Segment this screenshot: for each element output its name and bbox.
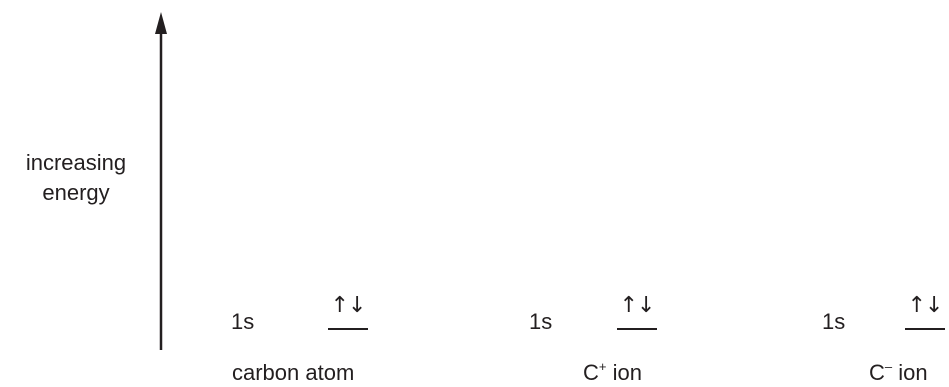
species-label-cplus: C+ ion bbox=[583, 360, 642, 386]
electron-pair-cminus: ↑↓ bbox=[907, 293, 944, 318]
orbital-1s-label-carbon: 1s bbox=[231, 309, 255, 334]
orbital-1s-label-cplus: 1s bbox=[529, 309, 553, 334]
orbital-1s-cminus: ↑↓ bbox=[905, 294, 945, 332]
species-label-carbon: carbon atom bbox=[232, 360, 354, 386]
axis-label-line1: increasing bbox=[25, 150, 127, 175]
axis-label-line2: energy bbox=[42, 180, 110, 205]
species-label-cminus: C– ion bbox=[869, 360, 928, 386]
energy-level-line-cminus bbox=[905, 328, 945, 330]
species-cminus-base: C bbox=[869, 360, 885, 385]
species-cplus-suffix: ion bbox=[606, 360, 642, 385]
species-cplus-base: C bbox=[583, 360, 599, 385]
energy-axis-label: increasing energy bbox=[0, 148, 152, 208]
species-carbon-text: carbon atom bbox=[232, 360, 355, 385]
energy-level-line-cplus bbox=[617, 328, 657, 330]
species-cplus-charge: + bbox=[598, 359, 607, 374]
species-cminus-charge: – bbox=[884, 359, 893, 374]
orbital-1s-label-cminus: 1s bbox=[822, 309, 846, 334]
orbital-1s-carbon: ↑↓ bbox=[328, 294, 368, 332]
electron-pair-carbon: ↑↓ bbox=[330, 293, 367, 318]
energy-axis-arrowhead bbox=[155, 12, 167, 34]
species-cminus-suffix: ion bbox=[892, 360, 928, 385]
orbital-1s-cplus: ↑↓ bbox=[617, 294, 657, 332]
energy-level-line-carbon bbox=[328, 328, 368, 330]
electron-pair-cplus: ↑↓ bbox=[619, 293, 656, 318]
